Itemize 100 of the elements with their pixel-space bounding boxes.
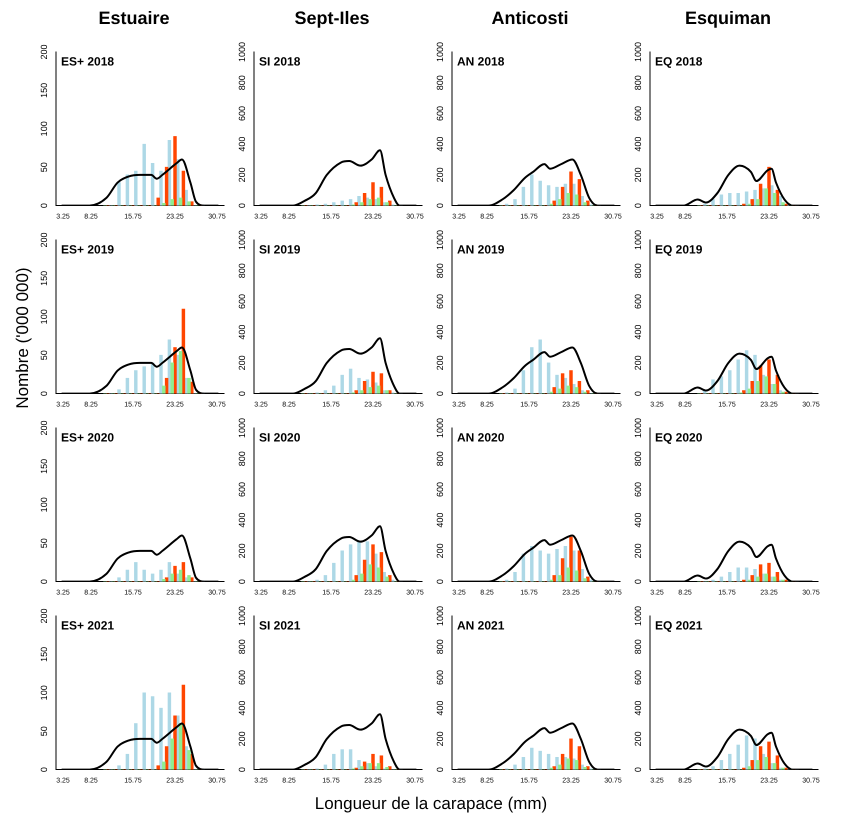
y-tick-label: 200 bbox=[434, 731, 445, 746]
y-tick-label: 800 bbox=[236, 263, 247, 278]
y-tick-label: 200 bbox=[38, 420, 49, 436]
y-tick-label: 400 bbox=[434, 512, 445, 528]
y-tick-label: 200 bbox=[236, 543, 247, 558]
y-tick-label: 100 bbox=[38, 685, 49, 700]
y-tick-label: 600 bbox=[632, 482, 643, 497]
y-tick-label: 800 bbox=[632, 639, 643, 654]
y-tick-label: 400 bbox=[434, 136, 445, 152]
y-tick-label: 200 bbox=[38, 44, 49, 60]
y-tick-label: 1000 bbox=[434, 230, 445, 250]
y-tick-label: 200 bbox=[434, 167, 445, 182]
y-axis-title: Nombre ('000 000) bbox=[13, 267, 33, 409]
y-tick-label: 800 bbox=[236, 451, 247, 466]
annotation: EQ 2019 bbox=[655, 242, 703, 256]
y-tick-label: 200 bbox=[236, 355, 247, 370]
y-tick-label: 800 bbox=[632, 75, 643, 90]
y-tick-label: 200 bbox=[632, 355, 643, 370]
y-tick-label: 150 bbox=[38, 458, 49, 474]
annotation: AN 2021 bbox=[457, 618, 505, 632]
y-tick-label: 200 bbox=[632, 543, 643, 558]
y-tick-label: 400 bbox=[236, 324, 247, 340]
y-tick-label: 600 bbox=[632, 670, 643, 685]
y-tick-label: 1000 bbox=[632, 418, 643, 438]
annotation: EQ 2021 bbox=[655, 618, 703, 632]
y-tick-label: 0 bbox=[38, 579, 49, 584]
y-tick-label: 0 bbox=[434, 203, 445, 208]
y-tick-label: 800 bbox=[236, 75, 247, 90]
y-tick-label: 1000 bbox=[236, 418, 247, 438]
y-tick-label: 800 bbox=[236, 639, 247, 654]
x-axis-title: Longueur de la carapace (mm) bbox=[314, 794, 548, 814]
y-tick-label: 1000 bbox=[632, 606, 643, 626]
y-tick-label: 200 bbox=[434, 355, 445, 370]
y-tick-label: 1000 bbox=[236, 606, 247, 626]
y-tick-label: 600 bbox=[236, 106, 247, 121]
annotation: ES+ 2021 bbox=[61, 618, 114, 632]
y-tick-label: 400 bbox=[236, 136, 247, 152]
y-tick-label: 0 bbox=[632, 391, 643, 396]
y-tick-label: 1000 bbox=[236, 230, 247, 250]
y-tick-label: 0 bbox=[632, 579, 643, 584]
y-tick-label: 100 bbox=[38, 497, 49, 512]
annotation: AN 2020 bbox=[457, 430, 505, 444]
y-tick-label: 800 bbox=[434, 75, 445, 90]
y-tick-label: 0 bbox=[434, 767, 445, 772]
y-tick-label: 1000 bbox=[434, 606, 445, 626]
y-tick-label: 0 bbox=[632, 767, 643, 772]
chart-title: Sept-Iles bbox=[294, 8, 370, 30]
y-tick-label: 1000 bbox=[434, 418, 445, 438]
annotation: SI 2020 bbox=[259, 430, 301, 444]
y-tick-label: 800 bbox=[632, 451, 643, 466]
y-tick-label: 0 bbox=[434, 391, 445, 396]
y-tick-label: 200 bbox=[38, 608, 49, 624]
y-tick-label: 400 bbox=[236, 512, 247, 528]
y-tick-label: 0 bbox=[236, 579, 247, 584]
y-tick-label: 400 bbox=[236, 700, 247, 716]
y-tick-label: 600 bbox=[632, 106, 643, 121]
annotation: SI 2019 bbox=[259, 242, 301, 256]
y-tick-label: 600 bbox=[632, 294, 643, 309]
y-tick-label: 800 bbox=[434, 451, 445, 466]
y-tick-label: 0 bbox=[434, 579, 445, 584]
y-tick-label: 400 bbox=[632, 136, 643, 152]
y-tick-label: 100 bbox=[38, 121, 49, 136]
y-tick-label: 1000 bbox=[434, 42, 445, 62]
y-tick-label: 400 bbox=[632, 324, 643, 340]
y-tick-label: 50 bbox=[38, 538, 49, 548]
y-tick-label: 0 bbox=[38, 203, 49, 208]
y-tick-label: 800 bbox=[434, 639, 445, 654]
y-tick-label: 200 bbox=[236, 167, 247, 182]
y-tick-label: 200 bbox=[38, 232, 49, 248]
annotation: AN 2018 bbox=[457, 54, 505, 68]
annotation: ES+ 2018 bbox=[61, 54, 114, 68]
y-tick-label: 50 bbox=[38, 162, 49, 172]
y-tick-label: 600 bbox=[236, 482, 247, 497]
y-tick-label: 600 bbox=[434, 670, 445, 685]
y-tick-label: 100 bbox=[38, 309, 49, 324]
y-tick-label: 1000 bbox=[632, 42, 643, 62]
y-tick-label: 200 bbox=[236, 731, 247, 746]
y-tick-label: 0 bbox=[38, 767, 49, 772]
y-tick-label: 600 bbox=[236, 670, 247, 685]
chart-title: Anticosti bbox=[491, 8, 568, 30]
annotation: SI 2021 bbox=[259, 618, 301, 632]
y-tick-label: 800 bbox=[434, 263, 445, 278]
y-tick-label: 600 bbox=[434, 294, 445, 309]
annotation: ES+ 2019 bbox=[61, 242, 114, 256]
y-tick-label: 600 bbox=[434, 482, 445, 497]
y-tick-label: 50 bbox=[38, 350, 49, 360]
y-tick-label: 0 bbox=[38, 391, 49, 396]
chart-title: Estuaire bbox=[98, 8, 170, 30]
y-tick-label: 0 bbox=[236, 391, 247, 396]
chart-title: Esquiman bbox=[684, 8, 772, 30]
annotation: SI 2018 bbox=[259, 54, 301, 68]
y-tick-label: 150 bbox=[38, 270, 49, 286]
annotation: ES+ 2020 bbox=[61, 430, 114, 444]
y-tick-label: 200 bbox=[632, 167, 643, 182]
y-tick-label: 1000 bbox=[632, 230, 643, 250]
y-tick-label: 800 bbox=[632, 263, 643, 278]
y-tick-label: 600 bbox=[236, 294, 247, 309]
y-tick-label: 200 bbox=[434, 543, 445, 558]
y-tick-label: 50 bbox=[38, 726, 49, 736]
y-tick-label: 400 bbox=[434, 700, 445, 716]
